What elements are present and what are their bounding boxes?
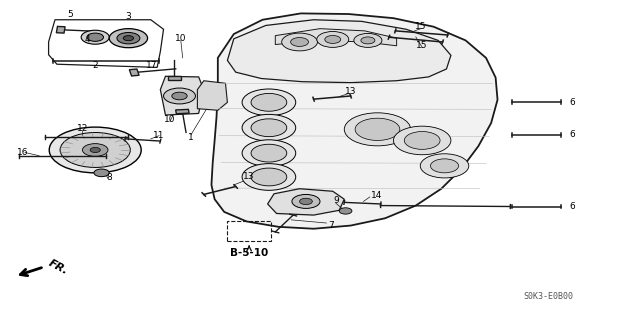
Text: 17: 17 (147, 61, 158, 70)
Text: 4: 4 (84, 35, 90, 44)
Circle shape (251, 144, 287, 162)
Text: 6: 6 (569, 130, 575, 139)
Polygon shape (197, 81, 227, 110)
Circle shape (172, 92, 187, 100)
Circle shape (344, 113, 411, 146)
Circle shape (94, 169, 109, 177)
Circle shape (90, 147, 100, 152)
Circle shape (87, 33, 104, 41)
Polygon shape (268, 189, 344, 215)
Circle shape (361, 37, 375, 44)
Circle shape (117, 33, 140, 44)
Circle shape (60, 132, 131, 167)
Circle shape (354, 33, 382, 48)
Circle shape (242, 164, 296, 190)
Polygon shape (129, 69, 139, 76)
Circle shape (300, 198, 312, 204)
Polygon shape (168, 76, 180, 80)
Circle shape (49, 127, 141, 173)
Polygon shape (275, 29, 397, 46)
Polygon shape (56, 26, 65, 33)
Text: 6: 6 (569, 202, 575, 211)
Circle shape (251, 119, 287, 137)
Polygon shape (161, 76, 204, 115)
Circle shape (324, 35, 340, 43)
Text: 6: 6 (569, 98, 575, 107)
Text: 15: 15 (415, 22, 427, 31)
Text: 12: 12 (77, 124, 88, 133)
Text: 13: 13 (243, 173, 254, 182)
Text: 10: 10 (175, 34, 186, 43)
Text: 3: 3 (125, 12, 131, 21)
Text: FR.: FR. (47, 257, 70, 276)
Circle shape (420, 154, 468, 178)
Text: 11: 11 (154, 131, 165, 140)
Text: 7: 7 (328, 221, 334, 230)
Text: 2: 2 (92, 61, 98, 70)
Circle shape (292, 195, 320, 208)
Circle shape (242, 115, 296, 141)
Bar (227, 221, 271, 241)
Circle shape (81, 30, 109, 44)
Circle shape (317, 32, 349, 48)
Text: 16: 16 (17, 148, 29, 157)
Circle shape (282, 33, 317, 51)
Circle shape (404, 131, 440, 149)
Text: 15: 15 (417, 41, 428, 50)
Circle shape (355, 118, 400, 140)
Circle shape (394, 126, 451, 155)
Circle shape (164, 88, 195, 104)
Circle shape (291, 38, 308, 47)
Text: 14: 14 (371, 190, 382, 200)
Text: S0K3-E0B00: S0K3-E0B00 (524, 292, 573, 301)
Text: B-5-10: B-5-10 (230, 248, 268, 258)
Polygon shape (211, 13, 497, 229)
Circle shape (339, 208, 352, 214)
Text: 9: 9 (333, 196, 339, 205)
Polygon shape (227, 20, 451, 83)
Text: 13: 13 (345, 87, 356, 96)
Text: 10: 10 (164, 115, 175, 124)
Circle shape (109, 29, 148, 48)
Text: 8: 8 (106, 173, 112, 182)
Circle shape (431, 159, 459, 173)
Text: 1: 1 (188, 133, 194, 142)
Circle shape (242, 89, 296, 116)
Circle shape (251, 168, 287, 186)
Text: 5: 5 (67, 11, 72, 19)
Circle shape (251, 93, 287, 111)
Circle shape (124, 36, 134, 41)
Circle shape (83, 144, 108, 156)
Polygon shape (175, 109, 189, 114)
Circle shape (242, 140, 296, 167)
